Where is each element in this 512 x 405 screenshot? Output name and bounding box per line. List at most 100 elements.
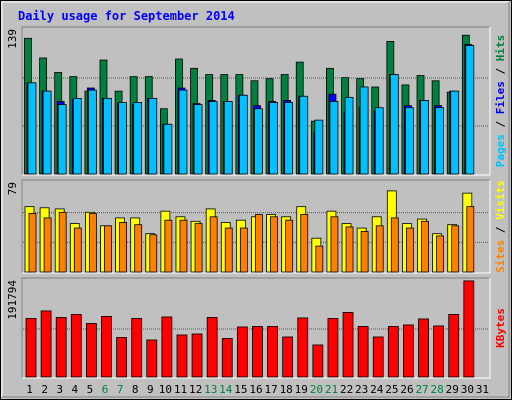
x-tick-label-day-29: 29 (446, 383, 459, 396)
bar-sites-day-1 (28, 213, 37, 273)
bar-kbytes-day-24 (372, 336, 384, 378)
y-max-label-bottom: 191794 (6, 280, 19, 320)
series-kbytes (25, 280, 475, 378)
bar-pages-day-29 (450, 90, 460, 175)
bar-kbytes-day-11 (176, 334, 188, 378)
x-tick-label-day-24: 24 (370, 383, 384, 396)
bar-pages-day-11 (178, 89, 188, 175)
bar-pages-day-12 (193, 104, 203, 175)
bar-sites-day-5 (88, 213, 97, 273)
bar-kbytes-day-8 (131, 318, 143, 378)
x-tick-label-day-16: 16 (249, 383, 262, 396)
series-pages (27, 45, 475, 175)
x-tick-label-day-13: 13 (204, 383, 217, 396)
side-legend-top: Pages / Files / Hits (494, 35, 507, 168)
legend-separator: / (494, 61, 507, 81)
bar-kbytes-day-7 (116, 337, 127, 378)
bar-kbytes-day-15 (236, 326, 248, 378)
bar-pages-day-9 (148, 97, 158, 175)
x-tick-label-day-7: 7 (117, 383, 124, 396)
bar-sites-day-21 (330, 216, 339, 273)
bar-sites-day-16 (255, 214, 263, 273)
legend-files: Files (494, 81, 507, 114)
bar-pages-day-16 (254, 108, 263, 175)
bar-pages-day-30 (465, 45, 475, 175)
bar-kbytes-day-17 (267, 326, 278, 378)
bar-pages-day-5 (87, 89, 97, 175)
bar-pages-day-1 (27, 82, 37, 175)
legend-hits: Hits (494, 35, 507, 62)
bar-kbytes-day-13 (206, 317, 218, 378)
bar-sites-day-20 (315, 245, 324, 273)
legend-kbytes: KBytes (494, 308, 507, 348)
bar-pages-day-17 (269, 102, 278, 175)
x-tick-label-day-10: 10 (159, 383, 172, 396)
bar-sites-day-29 (451, 225, 460, 273)
bar-sites-day-19 (300, 214, 309, 273)
bar-sites-day-23 (360, 231, 369, 273)
x-tick-label-day-12: 12 (189, 383, 202, 396)
bar-kbytes-day-29 (448, 314, 460, 378)
bar-kbytes-day-4 (70, 314, 82, 378)
bar-kbytes-day-18 (282, 336, 294, 378)
bar-sites-day-14 (224, 227, 233, 273)
x-tick-label-day-26: 26 (400, 383, 413, 396)
bar-sites-day-8 (134, 224, 143, 273)
bar-sites-day-15 (239, 227, 248, 273)
bar-pages-day-25 (389, 74, 399, 175)
x-tick-label-day-2: 2 (41, 383, 48, 396)
panel-bevel-light (22, 180, 491, 274)
bar-sites-day-27 (421, 220, 429, 273)
bar-sites-day-12 (194, 223, 203, 273)
legend-sites: Sites (494, 240, 507, 273)
panel-bevel-dark (21, 26, 490, 175)
x-tick-label-day-9: 9 (147, 383, 154, 396)
bar-kbytes-day-1 (25, 318, 37, 378)
bar-sites-day-24 (375, 225, 384, 273)
bar-pages-day-22 (344, 96, 354, 175)
panel-top: 139 Pages / Files / Hits (6, 26, 507, 176)
bar-sites-day-17 (270, 216, 278, 273)
x-tick-label-day-28: 28 (431, 383, 444, 396)
panel-bevel-light (22, 278, 491, 379)
bar-pages-day-24 (374, 107, 384, 175)
side-legend-middle: Sites / Visits (494, 180, 507, 273)
bar-kbytes-day-27 (418, 318, 429, 378)
frame-bevel-light (1, 1, 509, 397)
bar-sites-day-25 (390, 217, 399, 273)
bar-pages-day-15 (238, 94, 248, 175)
bar-kbytes-day-22 (342, 312, 354, 378)
bar-sites-day-22 (345, 226, 354, 273)
bar-kbytes-day-6 (101, 316, 112, 378)
bar-pages-day-23 (359, 86, 369, 175)
x-tick-label-day-23: 23 (355, 383, 368, 396)
frame-bevel-dark (2, 2, 510, 398)
bar-pages-day-3 (57, 104, 67, 175)
bar-pages-day-20 (314, 119, 324, 175)
bar-sites-day-30 (466, 206, 475, 273)
legend-separator: / (494, 114, 507, 134)
bar-kbytes-day-14 (221, 338, 233, 378)
bar-sites-day-28 (436, 235, 445, 273)
bar-sites-day-18 (285, 219, 294, 273)
x-axis-labels: 1 2 3 4 5 6 7 8 9 10 11 12 13 14 15 16 17 18 19 20 21 22 23 24 2… (26, 383, 489, 396)
bar-sites-day-4 (73, 227, 82, 273)
bar-kbytes-day-9 (146, 339, 158, 378)
bar-sites-day-26 (406, 227, 414, 273)
x-tick-label-day-18: 18 (280, 383, 293, 396)
bar-pages-day-26 (405, 107, 414, 175)
panel-bevel-dark (21, 277, 490, 378)
bar-pages-day-27 (420, 100, 429, 175)
legend-separator: / (494, 220, 507, 240)
bar-pages-day-28 (435, 107, 445, 175)
series-sites (28, 206, 475, 273)
bar-sites-day-6 (104, 225, 112, 273)
bar-pages-day-8 (133, 102, 143, 175)
x-tick-label-day-1: 1 (26, 383, 33, 396)
bar-kbytes-day-16 (252, 326, 263, 378)
bar-kbytes-day-19 (297, 317, 309, 378)
x-tick-label-day-14: 14 (219, 383, 233, 396)
panel-bevel-dark (21, 179, 490, 273)
bar-pages-day-7 (118, 102, 127, 175)
x-tick-label-day-21: 21 (325, 383, 338, 396)
